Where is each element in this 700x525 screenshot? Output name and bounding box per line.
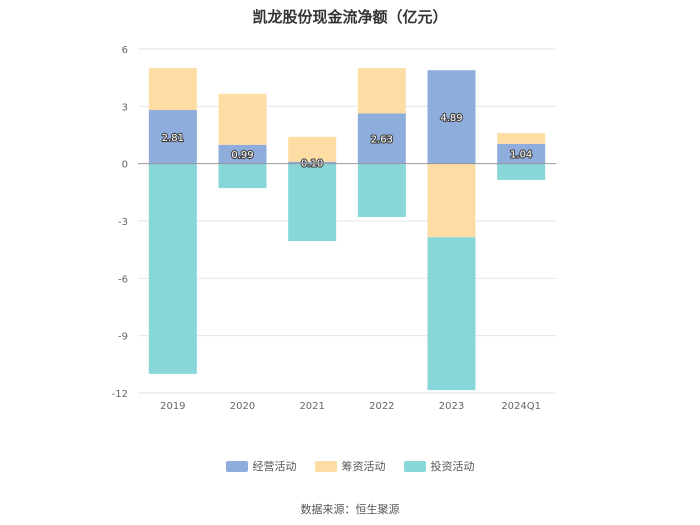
bar-financing (288, 136, 337, 162)
bar-financing (497, 133, 546, 144)
y-tick-label: 0 (122, 160, 128, 171)
bar-investing (497, 163, 546, 180)
data-label: 1.04 (510, 150, 532, 161)
chart-legend: 经营活动 筹资活动 投资活动 (0, 458, 700, 474)
bar-financing (427, 163, 476, 238)
y-tick-label: -3 (118, 217, 128, 228)
x-tick-label: 2022 (369, 401, 394, 412)
x-tick-label: 2019 (160, 401, 185, 412)
y-tick-label: 3 (122, 102, 128, 113)
x-tick-label: 2021 (299, 401, 324, 412)
bar-operating (288, 161, 337, 164)
data-label: 0.10 (301, 159, 323, 170)
legend-swatch-operating (225, 460, 248, 472)
legend-label-investing: 投资活动 (430, 460, 475, 473)
legend-item-operating[interactable]: 经营活动 (225, 458, 297, 474)
bar-financing (357, 68, 406, 114)
y-tick-label: -9 (118, 332, 128, 343)
data-label: 4.89 (440, 113, 462, 124)
data-source: 数据来源：恒生聚源 (300, 503, 400, 516)
legend-swatch-investing (403, 460, 426, 472)
bar-operating (427, 70, 476, 164)
bar-investing (357, 163, 406, 217)
y-tick-label: -12 (112, 389, 128, 400)
x-tick-label: 2020 (230, 401, 255, 412)
x-tick-label: 2023 (439, 401, 464, 412)
data-label: 2.63 (371, 135, 393, 146)
bar-investing (288, 163, 337, 242)
bar-financing (148, 68, 197, 110)
y-tick-label: 6 (122, 45, 128, 56)
x-tick-label: 2024Q1 (501, 401, 541, 412)
data-label: 2.81 (162, 133, 184, 144)
bar-operating (497, 143, 546, 164)
legend-label-financing: 筹资活动 (341, 460, 386, 473)
bar-investing (427, 237, 476, 391)
legend-item-investing[interactable]: 投资活动 (403, 458, 475, 474)
bar-operating (357, 113, 406, 164)
y-tick-label: -6 (118, 274, 128, 285)
bar-investing (148, 163, 197, 374)
legend-item-financing[interactable]: 筹资活动 (314, 458, 386, 474)
bar-financing (218, 93, 267, 145)
data-label: 0.99 (231, 150, 253, 161)
bar-operating (148, 109, 197, 164)
bar-operating (218, 144, 267, 164)
legend-swatch-financing (314, 460, 337, 472)
bar-investing (218, 163, 267, 189)
chart-title: 凯龙股份现金流净额（亿元） (252, 8, 448, 26)
legend-label-operating: 经营活动 (252, 460, 297, 473)
